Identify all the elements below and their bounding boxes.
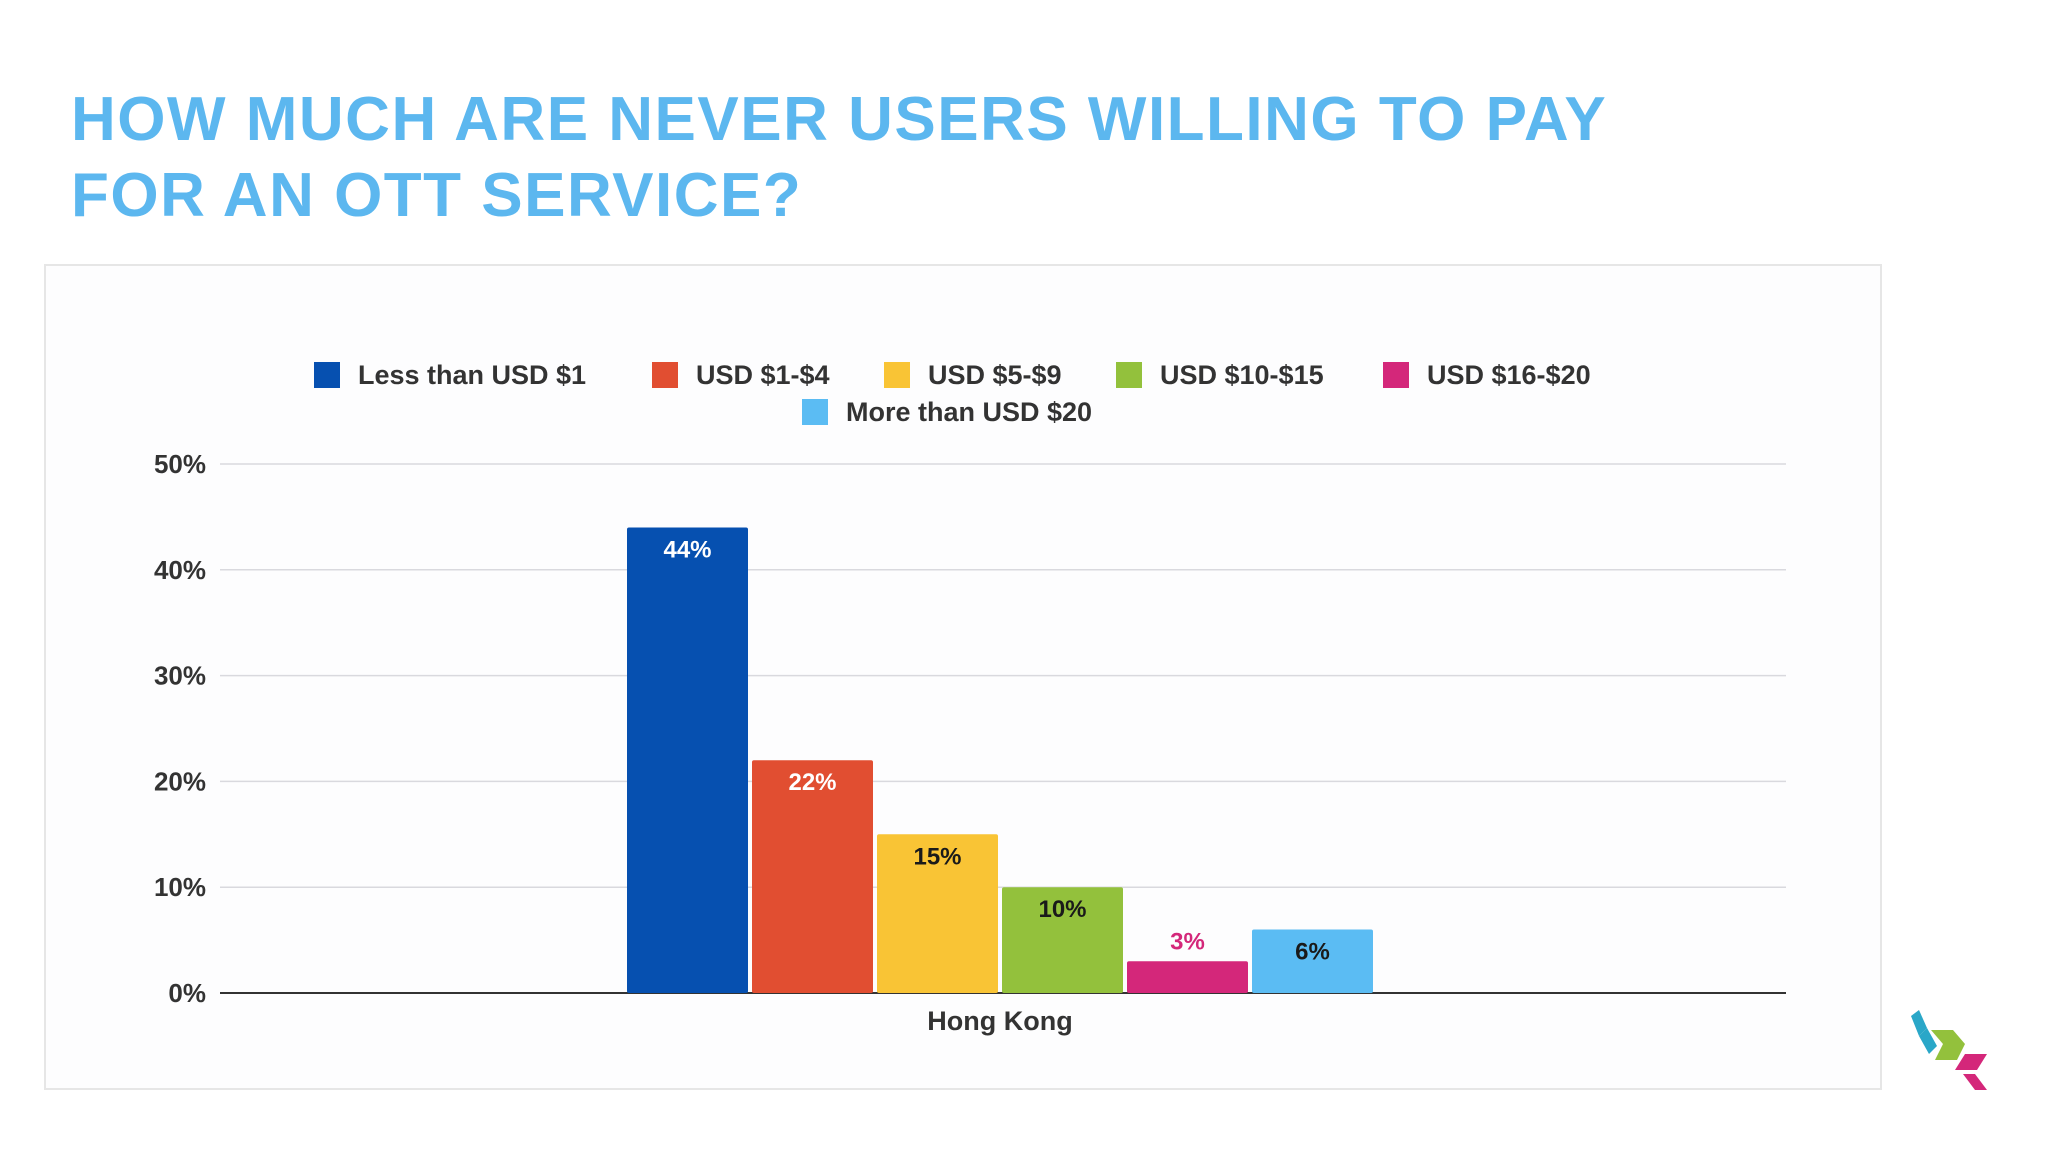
bar	[1252, 929, 1373, 993]
logo-shape-teal-top	[1911, 1010, 1927, 1036]
bar-data-label: 10%	[1038, 896, 1086, 923]
logo-shape-teal-bottom	[1919, 1028, 1937, 1054]
y-tick-label: 10%	[154, 872, 206, 902]
legend-label: USD $10-$15	[1160, 360, 1324, 390]
bar	[1127, 961, 1248, 993]
logo-shape-green-lower	[1935, 1044, 1965, 1060]
title-line-1: HOW MUCH ARE NEVER USERS WILLING TO PAY	[71, 85, 1608, 154]
legend-swatch	[652, 362, 678, 388]
legend-label: USD $5-$9	[928, 360, 1062, 390]
y-tick-label: 30%	[154, 661, 206, 691]
legend-swatch	[802, 399, 828, 425]
legend-swatch	[1116, 362, 1142, 388]
bar	[752, 760, 873, 993]
y-tick-label: 0%	[168, 978, 206, 1008]
chart-panel: 0% 10% 20% 30% 40% 50% 44% 22% 15% 10% 3% 6% Hong Ko…	[44, 264, 1882, 1090]
bar-data-label: 15%	[913, 843, 961, 870]
brand-logo	[1911, 1010, 1987, 1090]
legend-label: USD $1-$4	[696, 360, 830, 390]
bar	[877, 834, 998, 993]
bar-data-label: 22%	[788, 769, 836, 796]
x-category-label: Hong Kong	[927, 1006, 1072, 1036]
logo-shape-magenta-bottom	[1963, 1074, 1987, 1090]
bar	[1002, 887, 1123, 993]
page-title: HOW MUCH ARE NEVER USERS WILLING TO PAY …	[71, 82, 1871, 234]
logo-shape-magenta-top	[1955, 1054, 1987, 1070]
legend-swatch	[314, 362, 340, 388]
bar-data-label: 44%	[663, 536, 711, 563]
legend-label: More than USD $20	[846, 397, 1092, 427]
legend-label: USD $16-$20	[1427, 360, 1591, 390]
bar-chart: 0% 10% 20% 30% 40% 50% 44% 22% 15% 10% 3% 6% Hong Ko…	[154, 360, 1786, 1036]
legend-swatch	[884, 362, 910, 388]
y-tick-label: 20%	[154, 766, 206, 796]
bar	[627, 527, 748, 993]
title-line-2: FOR AN OTT SERVICE?	[71, 161, 803, 230]
bar-data-label: 3%	[1170, 928, 1205, 955]
legend-label: Less than USD $1	[358, 360, 586, 390]
bar-data-label: 6%	[1295, 939, 1330, 966]
y-tick-label: 50%	[154, 449, 206, 479]
legend-swatch	[1383, 362, 1409, 388]
logo-shape-green	[1931, 1030, 1965, 1044]
y-tick-label: 40%	[154, 555, 206, 585]
